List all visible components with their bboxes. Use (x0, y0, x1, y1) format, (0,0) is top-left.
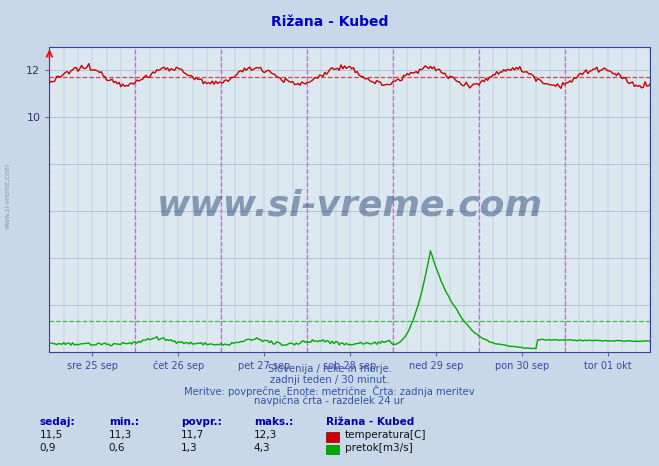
Text: maks.:: maks.: (254, 417, 293, 427)
Text: www.si-vreme.com: www.si-vreme.com (157, 188, 543, 222)
Text: 11,5: 11,5 (40, 430, 63, 440)
Text: zadnji teden / 30 minut.: zadnji teden / 30 minut. (270, 375, 389, 384)
Text: pretok[m3/s]: pretok[m3/s] (345, 443, 413, 452)
Text: Rižana - Kubed: Rižana - Kubed (326, 417, 415, 427)
Text: 11,7: 11,7 (181, 430, 204, 440)
Text: Rižana - Kubed: Rižana - Kubed (271, 15, 388, 29)
Text: 0,9: 0,9 (40, 443, 56, 452)
Text: Meritve: povprečne  Enote: metrične  Črta: zadnja meritev: Meritve: povprečne Enote: metrične Črta:… (184, 385, 475, 397)
Text: Slovenija / reke in morje.: Slovenija / reke in morje. (268, 364, 391, 374)
Text: 12,3: 12,3 (254, 430, 277, 440)
Text: povpr.:: povpr.: (181, 417, 222, 427)
Text: sedaj:: sedaj: (40, 417, 75, 427)
Text: 4,3: 4,3 (254, 443, 270, 452)
Text: temperatura[C]: temperatura[C] (345, 430, 426, 440)
Text: 0,6: 0,6 (109, 443, 125, 452)
Text: navpična črta - razdelek 24 ur: navpična črta - razdelek 24 ur (254, 395, 405, 406)
Text: min.:: min.: (109, 417, 139, 427)
Text: 1,3: 1,3 (181, 443, 198, 452)
Text: 11,3: 11,3 (109, 430, 132, 440)
Text: www.si-vreme.com: www.si-vreme.com (5, 163, 11, 229)
